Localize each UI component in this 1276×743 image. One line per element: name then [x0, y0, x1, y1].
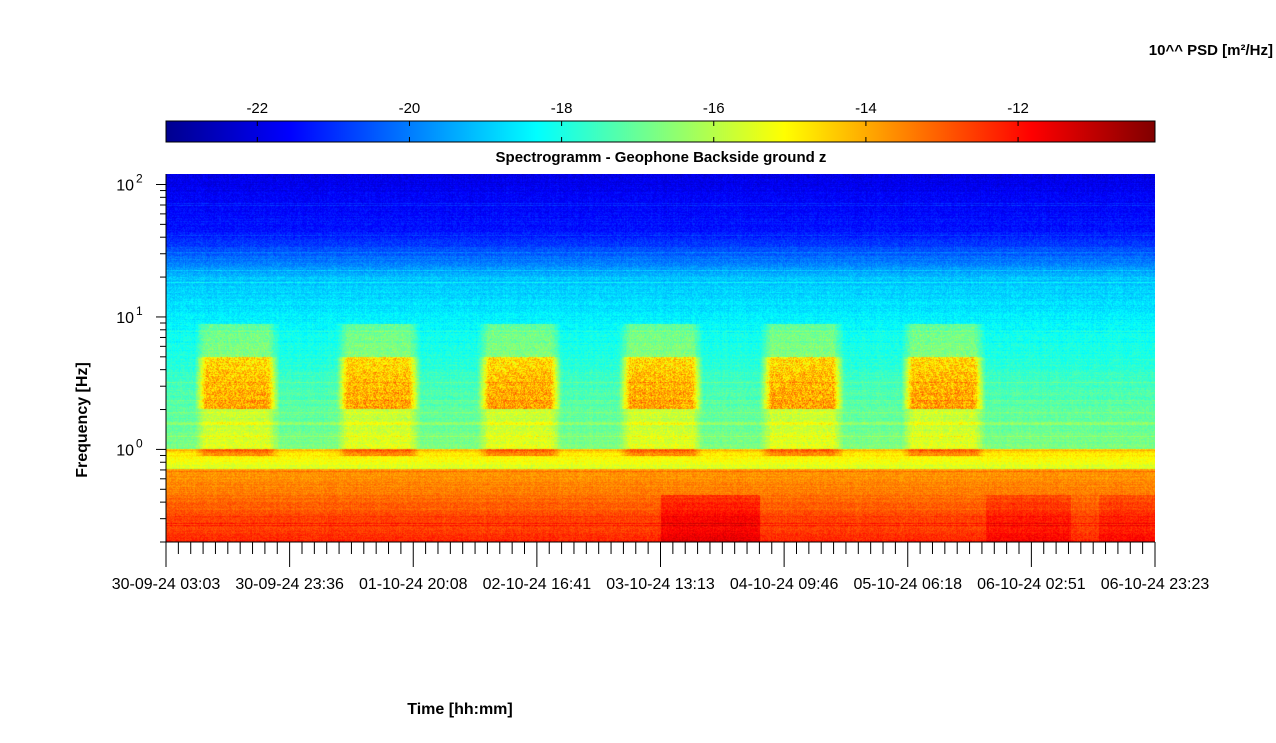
spectrogram-image [166, 174, 1155, 542]
colorbar-tick-label: -22 [246, 100, 268, 117]
colorbar-label: 10^^ PSD [m²/Hz] [1148, 42, 1273, 59]
chart-title: Spectrogramm - Geophone Backside ground … [495, 149, 827, 166]
colorbar-ticks: -22 -20 -18 -16 -14 -12 [246, 100, 1029, 142]
y-tick-label: 10 [116, 177, 134, 194]
x-tick-label: 04-10-24 09:46 [730, 576, 839, 593]
colorbar [165, 120, 1156, 143]
colorbar-tick-label: -14 [855, 100, 877, 117]
colorbar-tick-label: -16 [703, 100, 725, 117]
x-tick-label: 06-10-24 23:23 [1101, 576, 1210, 593]
x-axis-label: Time [hh:mm] [407, 701, 513, 718]
x-tick-label: 30-09-24 03:03 [112, 576, 221, 593]
colorbar-tick-label: -20 [399, 100, 421, 117]
spectrogram-raster [166, 174, 1155, 542]
y-tick-label: 10 [116, 442, 134, 459]
y-tick-exponent: 2 [136, 171, 143, 185]
x-axis: 30-09-24 03:03 30-09-24 23:36 01-10-24 20:… [112, 541, 1210, 593]
x-tick-label: 01-10-24 20:08 [359, 576, 468, 593]
x-tick-label: 03-10-24 13:13 [606, 576, 715, 593]
colorbar-tick-label: -18 [551, 100, 573, 117]
y-tick-label: 10 [116, 310, 134, 327]
colorbar-tick-label: -12 [1007, 100, 1029, 117]
y-tick-exponent: 1 [136, 304, 143, 318]
x-tick-label: 06-10-24 02:51 [977, 576, 1086, 593]
x-tick-label: 05-10-24 06:18 [853, 576, 962, 593]
colorbar-gradient [165, 120, 1156, 143]
x-tick-label: 30-09-24 23:36 [235, 576, 344, 593]
x-tick-label: 02-10-24 16:41 [483, 576, 592, 593]
y-tick-exponent: 0 [136, 436, 143, 450]
